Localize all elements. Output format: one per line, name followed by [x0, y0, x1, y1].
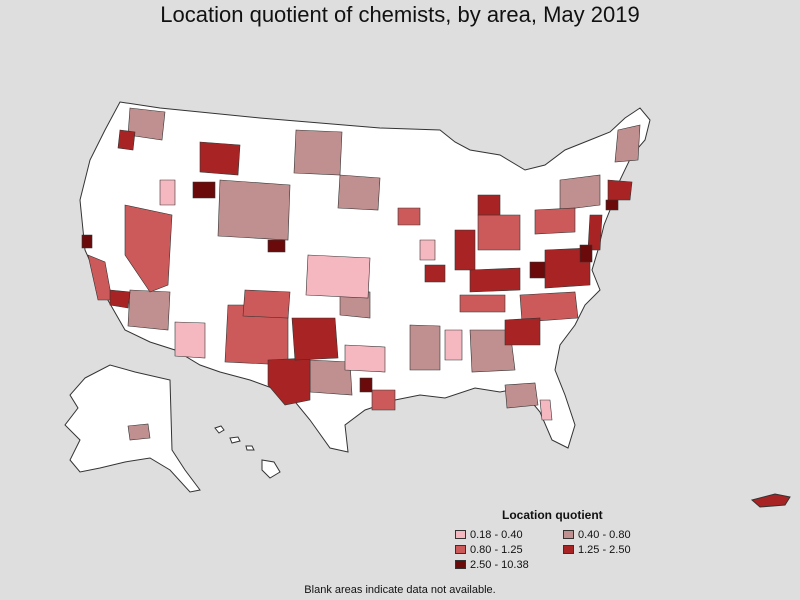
area-ms	[409, 324, 441, 371]
area-wyoming	[217, 179, 291, 241]
area-tx-ok	[291, 317, 339, 361]
area-nj	[587, 214, 603, 251]
area-ia	[397, 207, 421, 226]
area-il-s	[419, 239, 436, 261]
footnote: Blank areas indicate data not available.	[304, 584, 496, 596]
area-ma	[607, 179, 633, 201]
puerto-rico	[750, 493, 791, 508]
area-ar	[344, 344, 386, 373]
legend-label: 0.80 - 1.25	[470, 543, 523, 556]
legend-swatch	[455, 560, 466, 569]
area-ny-up	[559, 174, 601, 211]
area-al	[444, 329, 463, 361]
area-ne	[267, 239, 286, 253]
area-montana-w	[199, 141, 241, 176]
area-oh	[477, 214, 521, 251]
area-ak-south	[127, 423, 151, 441]
area-ca-bay	[81, 234, 93, 249]
area-me	[614, 124, 641, 163]
area-fl-n	[504, 382, 539, 409]
legend-swatch	[563, 545, 574, 554]
legend-item: 2.50 - 10.38	[455, 558, 563, 571]
area-la	[371, 389, 396, 411]
area-id	[159, 179, 176, 206]
legend-swatch	[455, 530, 466, 539]
area-western-tx	[267, 357, 311, 406]
area-ga	[469, 329, 516, 373]
area-wv	[529, 261, 546, 279]
area-nevada	[124, 204, 173, 293]
legend-swatch	[455, 545, 466, 554]
area-mn	[337, 174, 381, 211]
area-sc	[504, 317, 541, 346]
area-wa	[117, 129, 136, 151]
area-de-md	[579, 244, 593, 263]
area-western-mt	[127, 107, 166, 141]
legend-label: 0.18 - 0.40	[470, 528, 523, 541]
area-fl-s	[539, 399, 553, 421]
area-nc	[519, 291, 579, 323]
area-ky	[469, 267, 521, 293]
legend-item: 0.80 - 1.25	[455, 543, 563, 556]
legend-grid: 0.18 - 0.40 0.40 - 0.80 0.80 - 1.25 1.25…	[455, 528, 655, 571]
area-ct	[605, 199, 619, 211]
legend-item: 0.40 - 0.80	[563, 528, 653, 541]
area-ca-south	[109, 289, 131, 309]
area-co-ut	[242, 289, 291, 319]
map-title: Location quotient of chemists, by area, …	[160, 2, 640, 27]
area-arizona	[127, 289, 171, 331]
legend-title: Location quotient	[502, 508, 603, 522]
area-mi	[477, 194, 501, 216]
area-in	[454, 229, 476, 271]
legend-label: 2.50 - 10.38	[470, 558, 529, 571]
area-ar-w	[359, 377, 373, 393]
legend-item: 1.25 - 2.50	[563, 543, 653, 556]
legend-label: 1.25 - 2.50	[578, 543, 631, 556]
area-tn	[459, 294, 506, 313]
area-pa	[534, 207, 576, 235]
area-kansas	[305, 254, 371, 299]
hawaii-islands	[214, 425, 281, 479]
legend-label: 0.40 - 0.80	[578, 528, 631, 541]
legend-swatch	[563, 530, 574, 539]
legend-item: 0.18 - 0.40	[455, 528, 563, 541]
area-north-dakota	[293, 129, 343, 176]
legend: Location quotient 0.18 - 0.40 0.40 - 0.8…	[455, 508, 655, 571]
area-az-south	[174, 321, 206, 359]
area-id-e	[192, 181, 216, 199]
area-mo	[424, 264, 446, 283]
